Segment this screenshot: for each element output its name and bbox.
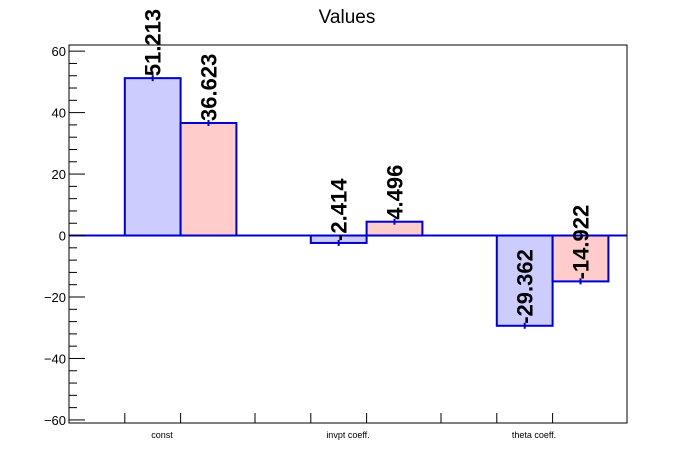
x-tick-label: invpt coeff. [326,430,369,440]
data-label: 51.213 [141,9,166,76]
y-tick-label: −40 [44,351,66,366]
y-tick-label: 40 [52,106,66,121]
bar [495,234,554,327]
data-label: -29.362 [513,249,538,324]
data-label: -14.922 [569,205,594,280]
x-tick-label: theta coeff. [512,430,556,440]
y-tick-label: 0 [59,229,66,244]
y-tick-label: −60 [44,413,66,428]
chart-title: Values [319,7,376,28]
data-label: 36.623 [197,54,222,121]
y-tick-label: 60 [52,44,66,59]
x-axis: const invpt coeff. theta coeff. [124,413,628,440]
data-label: -2.414 [327,178,352,241]
data-label: 4.496 [383,165,408,220]
plot-frame [68,44,628,424]
y-tick-label: −20 [44,290,66,305]
y-axis: 60 40 20 0 −20 −40 −60 [44,44,85,428]
bar [551,234,610,283]
bars-layer [123,75,610,329]
bar [123,77,182,237]
data-labels-layer: 51.213 -2.414 -29.362 36.623 4.496 -14.922 [141,9,594,324]
y-tick-label: 20 [52,167,66,182]
bar [179,121,238,237]
x-tick-label: const [151,430,173,440]
